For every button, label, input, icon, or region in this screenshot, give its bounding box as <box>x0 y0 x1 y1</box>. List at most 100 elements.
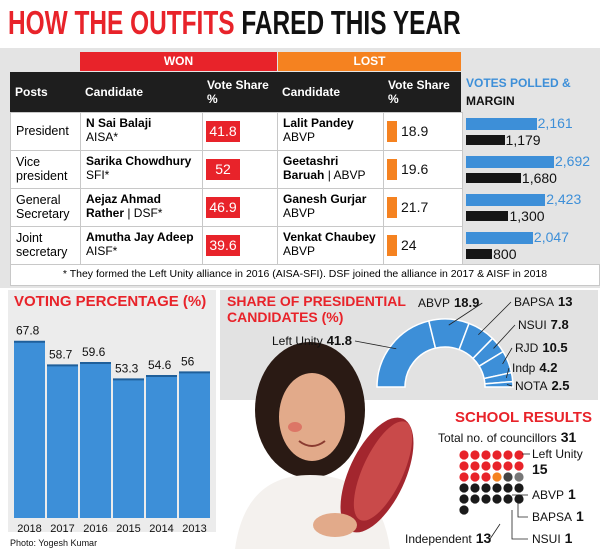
pie-label: BAPSA <box>514 295 554 309</box>
bar <box>113 379 144 518</box>
candidate-party: ABVP <box>283 244 316 258</box>
councillor-dot <box>459 494 469 504</box>
votes-bar <box>466 135 505 145</box>
councillor-dot <box>514 472 524 482</box>
post: Joint secretary <box>16 231 68 259</box>
councillor-dot <box>514 494 524 504</box>
councillor-dot <box>481 472 491 482</box>
councillor-dot <box>481 483 491 493</box>
column-header: Candidate <box>282 85 341 99</box>
x-tick-label: 2018 <box>17 523 41 535</box>
waffle-label: Independent <box>405 532 472 546</box>
title-black: FARED THIS YEAR <box>241 4 461 41</box>
bar <box>80 363 111 518</box>
share-chart: Left Unity 41.8 ABVP 18.9 BAPSA 13 NSUI 7.8 RJD 1… <box>272 294 573 393</box>
candidate: Geetashri Baruah | ABVP <box>283 154 380 182</box>
councillor-dot <box>481 461 491 471</box>
votes-bar <box>466 194 546 206</box>
councillor-dot <box>470 450 480 460</box>
waffle-value: 1 <box>568 486 576 502</box>
won-share-cell: 41.8 <box>202 112 279 152</box>
waffle-label: BAPSA <box>532 510 572 524</box>
pie-value: 4.2 <box>539 360 557 375</box>
candidate: Aejaz Ahmad Rather | DSF* <box>86 192 199 220</box>
post-cell: Joint secretary <box>10 226 82 266</box>
councillor-dot <box>459 505 469 515</box>
post: President <box>16 124 69 138</box>
x-tick-label: 2015 <box>116 523 140 535</box>
votes-label: 1,300 <box>509 208 545 224</box>
votes-label: 1,680 <box>521 170 557 186</box>
photo-cheek <box>288 422 302 432</box>
lost-candidate-cell: Venkat Chaubey ABVP <box>277 226 385 266</box>
councillor-dot <box>492 461 502 471</box>
candidate: Venkat Chaubey ABVP <box>283 230 380 258</box>
councillor-dot <box>503 483 513 493</box>
lost-share-marker <box>387 197 397 218</box>
votes-bar <box>466 118 537 130</box>
candidate-party: | DSF* <box>127 206 163 220</box>
total-value: 31 <box>561 429 577 445</box>
candidate-name: Amutha Jay Adeep <box>86 230 194 244</box>
photo <box>235 342 414 549</box>
lost-share-cell: 21.7 <box>383 188 463 228</box>
chart-title: VOTING PERCENTAGE (%) <box>14 293 207 310</box>
votes-bar <box>466 249 493 259</box>
councillor-dot <box>459 450 469 460</box>
pie-label: NOTA <box>515 379 547 393</box>
column-header: Vote Share % <box>207 78 269 106</box>
councillor-dot <box>514 483 524 493</box>
votes-label: 2,423 <box>546 191 582 207</box>
lost-candidate-cell: Ganesh Gurjar ABVP <box>277 188 385 228</box>
lost-candidate-cell: Lalit Pandey ABVP <box>277 112 385 152</box>
waffle-value: 1 <box>576 508 584 524</box>
waffle-value: 13 <box>476 530 492 546</box>
votes-label: 800 <box>493 246 517 262</box>
candidate-party: ABVP <box>283 206 316 220</box>
candidate-party: SFI* <box>86 168 110 182</box>
leader-line <box>505 367 510 379</box>
value-label: 53.3 <box>115 361 139 375</box>
councillor-dot <box>514 461 524 471</box>
councillor-dot <box>459 483 469 493</box>
photo-credit: Photo: Yogesh Kumar <box>10 538 97 548</box>
waffle-label: NSUI <box>532 532 561 546</box>
councillor-dot <box>470 472 480 482</box>
column-header: Candidate <box>85 85 144 99</box>
x-tick-label: 2016 <box>83 523 107 535</box>
won-header: WON <box>80 52 277 71</box>
column-header: Vote Share % <box>388 78 450 106</box>
won-candidate-cell: Amutha Jay Adeep AISF* <box>80 226 204 266</box>
pie-label: Indp <box>512 361 536 375</box>
title-red: HOW THE OUTFITS <box>8 4 235 41</box>
candidate-name: N Sai Balaji <box>86 116 152 130</box>
votes-label: 2,161 <box>537 115 573 131</box>
lost-share: 24 <box>401 237 417 253</box>
pie-value: 10.5 <box>542 340 567 355</box>
lost-share-marker <box>387 159 397 180</box>
councillor-dot <box>514 450 524 460</box>
value-label: 67.8 <box>16 324 40 338</box>
won-share-cell: 52 <box>202 150 279 190</box>
lost-candidate-cell: Geetashri Baruah | ABVP <box>277 150 385 190</box>
leader-line <box>511 510 528 540</box>
candidate: N Sai Balaji AISA* <box>86 116 199 144</box>
candidate-name: Geetashri Baruah <box>283 154 339 182</box>
value-label: 58.7 <box>49 347 73 361</box>
votes-bar <box>466 156 554 168</box>
lost-share-cell: 24 <box>383 226 463 266</box>
councillor-dot <box>492 450 502 460</box>
pie-segment <box>376 320 437 388</box>
value-label: 56 <box>181 354 195 368</box>
bar <box>47 365 78 518</box>
lost-share-marker <box>387 235 397 256</box>
pie-value: 2.5 <box>551 378 569 393</box>
councillor-dot <box>492 494 502 504</box>
candidate-party: ABVP <box>283 130 316 144</box>
councillor-dot <box>481 450 491 460</box>
footnote: * They formed the Left Unity alliance in… <box>10 264 600 286</box>
leader-line <box>517 502 528 518</box>
votes-label: 2,047 <box>533 229 569 245</box>
votes-bar <box>466 211 509 221</box>
post: Vice president <box>16 155 68 183</box>
